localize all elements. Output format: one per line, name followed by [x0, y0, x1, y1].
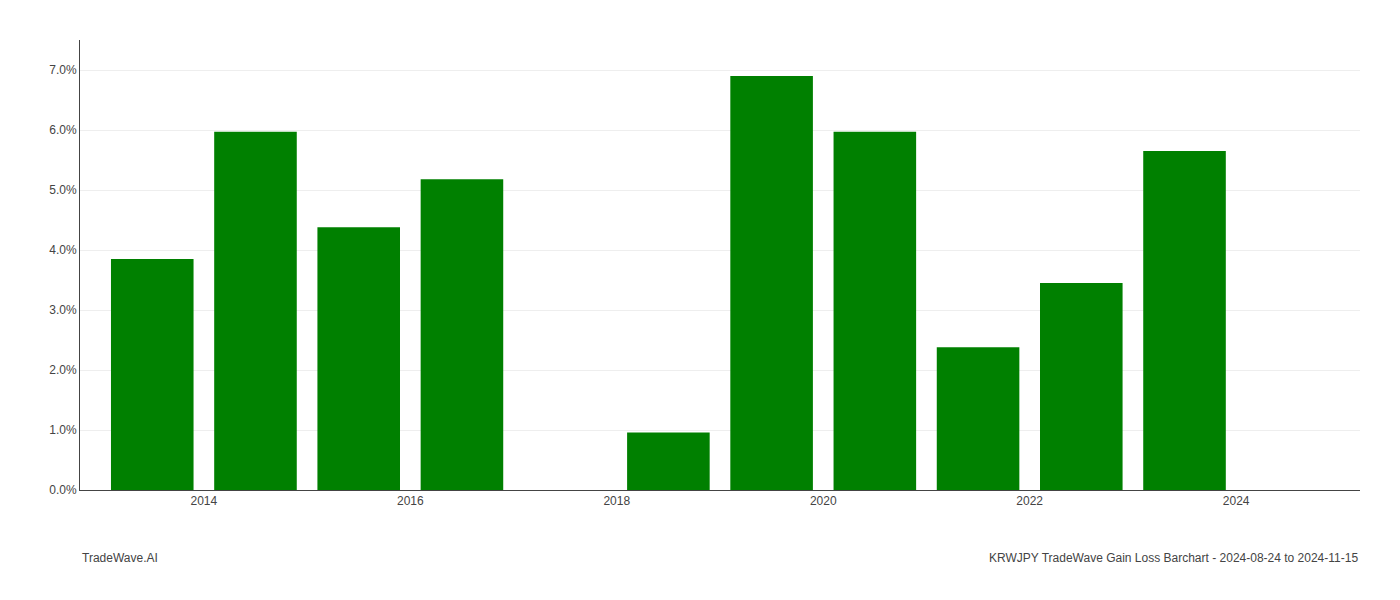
svg-text:2016: 2016 [397, 494, 424, 508]
svg-text:6.0%: 6.0% [49, 123, 77, 137]
svg-text:TradeWave.AI: TradeWave.AI [82, 551, 158, 565]
svg-text:KRWJPY TradeWave Gain Loss Bar: KRWJPY TradeWave Gain Loss Barchart - 20… [989, 551, 1358, 565]
svg-text:0.0%: 0.0% [49, 483, 77, 497]
svg-text:2024: 2024 [1223, 494, 1250, 508]
svg-text:3.0%: 3.0% [49, 303, 77, 317]
svg-text:5.0%: 5.0% [49, 183, 77, 197]
svg-text:1.0%: 1.0% [49, 423, 77, 437]
svg-text:2020: 2020 [810, 494, 837, 508]
svg-text:4.0%: 4.0% [49, 243, 77, 257]
svg-text:2022: 2022 [1016, 494, 1043, 508]
svg-text:2018: 2018 [603, 494, 630, 508]
svg-text:2.0%: 2.0% [49, 363, 77, 377]
svg-text:7.0%: 7.0% [49, 63, 77, 77]
svg-text:2014: 2014 [191, 494, 218, 508]
